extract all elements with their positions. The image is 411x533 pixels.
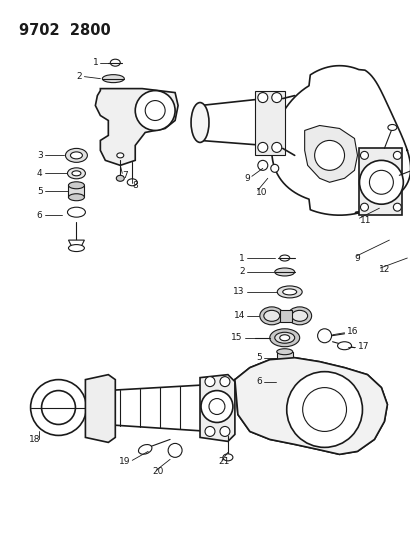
Text: 6: 6 [256,377,262,386]
Ellipse shape [69,245,84,252]
Ellipse shape [275,268,295,276]
Text: 14: 14 [233,311,245,320]
Circle shape [360,203,368,211]
Circle shape [272,142,282,152]
Circle shape [168,443,182,457]
Text: 9702  2800: 9702 2800 [18,23,111,38]
Ellipse shape [260,307,284,325]
Text: 16: 16 [346,327,358,336]
Ellipse shape [65,148,88,163]
Ellipse shape [280,335,290,341]
Ellipse shape [67,207,85,217]
Text: 18: 18 [29,435,40,444]
Circle shape [42,391,76,424]
Circle shape [258,142,268,152]
Polygon shape [277,352,293,365]
Circle shape [302,387,346,431]
Ellipse shape [191,102,209,142]
Circle shape [220,426,230,437]
Circle shape [201,391,233,423]
Ellipse shape [264,310,280,321]
Ellipse shape [337,342,351,350]
Ellipse shape [117,153,124,158]
Ellipse shape [72,171,81,176]
Text: 19: 19 [119,457,130,466]
Ellipse shape [275,373,295,383]
Text: 3: 3 [37,151,43,160]
Text: 15: 15 [231,333,243,342]
Ellipse shape [270,329,300,347]
Ellipse shape [388,125,397,131]
Text: 12: 12 [379,265,391,274]
Polygon shape [305,125,358,182]
Circle shape [209,399,225,415]
Text: 8: 8 [132,181,138,190]
Ellipse shape [223,454,233,461]
Ellipse shape [69,182,84,189]
Ellipse shape [139,445,152,454]
Polygon shape [360,148,402,215]
Ellipse shape [292,310,308,321]
Circle shape [287,372,363,447]
Ellipse shape [275,332,295,343]
Text: 2: 2 [239,268,245,277]
Polygon shape [235,358,388,454]
Circle shape [360,151,368,159]
Text: 6: 6 [37,211,43,220]
Text: 10: 10 [256,188,267,197]
Circle shape [258,93,268,102]
Ellipse shape [288,307,312,325]
Circle shape [360,160,403,204]
Circle shape [220,377,230,386]
Text: 21: 21 [218,457,229,466]
Text: 5: 5 [37,187,43,196]
Ellipse shape [276,414,294,422]
Text: 11: 11 [360,216,371,224]
Circle shape [135,91,175,131]
Circle shape [369,171,393,194]
Ellipse shape [67,168,85,179]
Text: 1: 1 [92,58,98,67]
Text: 2: 2 [77,72,83,81]
Circle shape [205,426,215,437]
Ellipse shape [110,59,120,66]
Ellipse shape [283,289,297,295]
Text: 1: 1 [239,254,245,263]
Circle shape [318,329,332,343]
Polygon shape [69,240,84,248]
Polygon shape [276,408,294,416]
Ellipse shape [277,349,293,354]
Text: 9: 9 [355,254,360,263]
Circle shape [271,164,279,172]
Ellipse shape [116,175,124,181]
Circle shape [258,160,268,171]
Circle shape [393,203,401,211]
Ellipse shape [127,179,137,186]
Circle shape [315,140,344,171]
Text: 5: 5 [256,353,262,362]
Polygon shape [255,91,285,156]
Circle shape [30,379,86,435]
Ellipse shape [102,75,124,83]
Ellipse shape [277,362,293,368]
Circle shape [272,93,282,102]
Ellipse shape [69,194,84,201]
Text: 7: 7 [122,171,128,180]
Text: 4: 4 [37,169,43,178]
Circle shape [145,101,165,120]
Polygon shape [200,375,235,441]
Ellipse shape [70,152,83,159]
Polygon shape [69,185,84,197]
Text: 9: 9 [244,174,250,183]
Ellipse shape [277,286,302,298]
Text: 17: 17 [358,342,369,351]
Text: 20: 20 [152,467,164,476]
Polygon shape [85,375,115,442]
Circle shape [393,151,401,159]
Polygon shape [95,88,178,165]
Text: 13: 13 [233,287,245,296]
Circle shape [205,377,215,386]
Polygon shape [280,310,292,322]
Ellipse shape [280,255,290,261]
